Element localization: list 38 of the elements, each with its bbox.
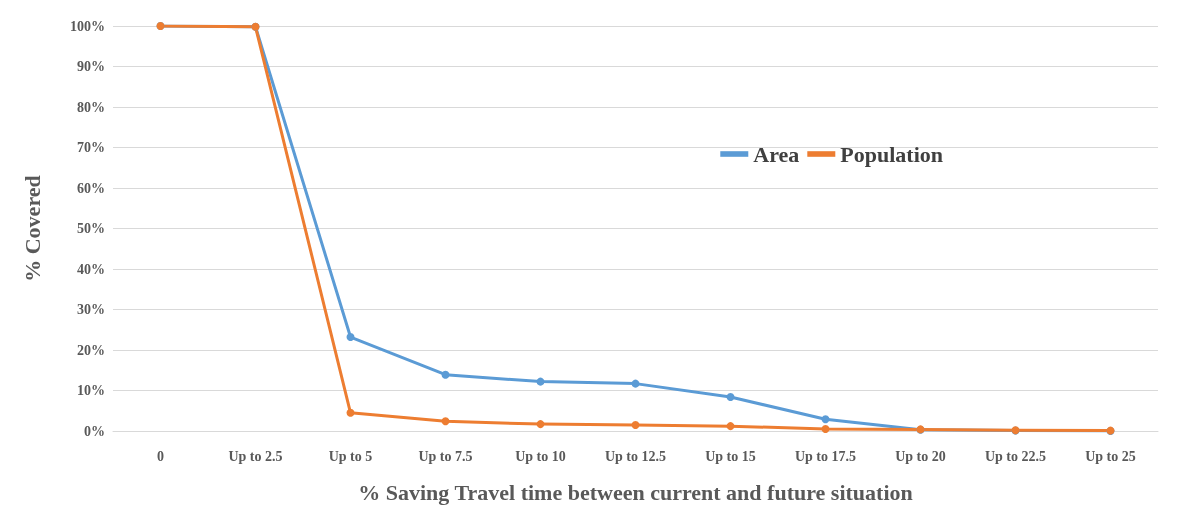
x-tick-label: Up to 20 (895, 448, 946, 464)
x-tick-label: Up to 12.5 (604, 448, 667, 464)
point (346, 333, 355, 342)
point (821, 424, 830, 433)
y-tick-label: 100% (70, 18, 105, 34)
point (536, 377, 545, 386)
legend-label: Population (840, 141, 944, 167)
y-tick-label: 60% (77, 180, 105, 196)
y-tick-label: 40% (77, 261, 105, 277)
y-tick-label: 20% (77, 342, 105, 358)
point (441, 417, 450, 426)
point (536, 420, 545, 429)
x-tick-label: Up to 25 (1085, 448, 1136, 464)
point (441, 370, 450, 379)
x-tick-label: Up to 10 (515, 448, 566, 464)
y-tick-label: 80% (77, 99, 105, 115)
x-axis-title: % Saving Travel time between current and future situation (358, 479, 913, 505)
point (631, 420, 640, 429)
y-tick-label: 0% (84, 423, 105, 439)
y-tick-label: 10% (77, 383, 105, 398)
point (631, 379, 640, 388)
legend-label: Area (753, 141, 800, 167)
x-tick-label: Up to 7.5 (418, 448, 473, 464)
y-tick-label: 30% (77, 302, 105, 317)
x-tick-label: Up to 22.5 (984, 448, 1047, 464)
point (726, 422, 735, 431)
point (821, 415, 830, 424)
y-tick-label: 90% (77, 59, 105, 74)
point (346, 408, 355, 417)
x-tick-label: Up to 15 (705, 448, 756, 464)
x-tick-label: Up to 5 (328, 448, 373, 464)
y-tick-label: 50% (77, 221, 105, 236)
x-tick-label: Up to 17.5 (794, 448, 857, 464)
y-axis-title: % Covered (19, 175, 45, 282)
x-tick-label: Up to 2.5 (228, 448, 283, 464)
x-tick-label: 0 (157, 448, 164, 464)
y-tick-label: 70% (77, 140, 105, 155)
point (726, 392, 735, 401)
